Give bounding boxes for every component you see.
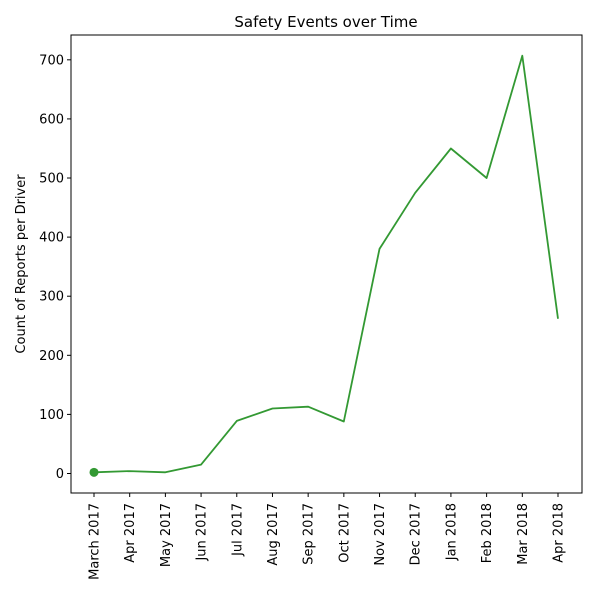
y-tick-label: 300 [39,290,64,305]
x-tick-label: Feb 2018 [480,503,495,563]
x-tick-label: March 2017 [88,503,103,580]
x-tick-label: Dec 2017 [409,503,424,565]
plot-frame [70,34,583,494]
plot-area: 0 100 200 300 400 500 600 700 March 2017 Apr 2017… [39,34,583,580]
x-tick-label: Mar 2018 [516,503,531,565]
y-axis-label: Count of Reports per Driver [14,174,29,354]
x-tick-label: Oct 2017 [337,503,352,563]
series-line [93,54,559,474]
y-tick-label: 100 [39,408,64,423]
x-tick-label: Jun 2017 [195,503,210,562]
x-tick-label: Jul 2017 [230,503,245,557]
data-point-marker [89,467,99,477]
y-tick-label: 400 [39,231,64,246]
y-tick-label: 200 [39,349,64,364]
x-tick-label: Apr 2017 [123,503,138,563]
x-tick-label: Nov 2017 [373,503,388,566]
x-tick-label: Apr 2018 [552,503,567,563]
x-tick-label: Aug 2017 [266,503,281,566]
y-tick-label: 700 [39,53,64,68]
y-tick-label: 500 [39,172,64,187]
x-tick-label: Jan 2018 [444,503,459,561]
y-tick-label: 0 [56,467,64,482]
y-tick-label: 600 [39,112,64,127]
x-tick-label: Sep 2017 [302,503,317,565]
x-tick-label: May 2017 [159,503,174,567]
chart-title: Safety Events over Time [234,13,417,31]
